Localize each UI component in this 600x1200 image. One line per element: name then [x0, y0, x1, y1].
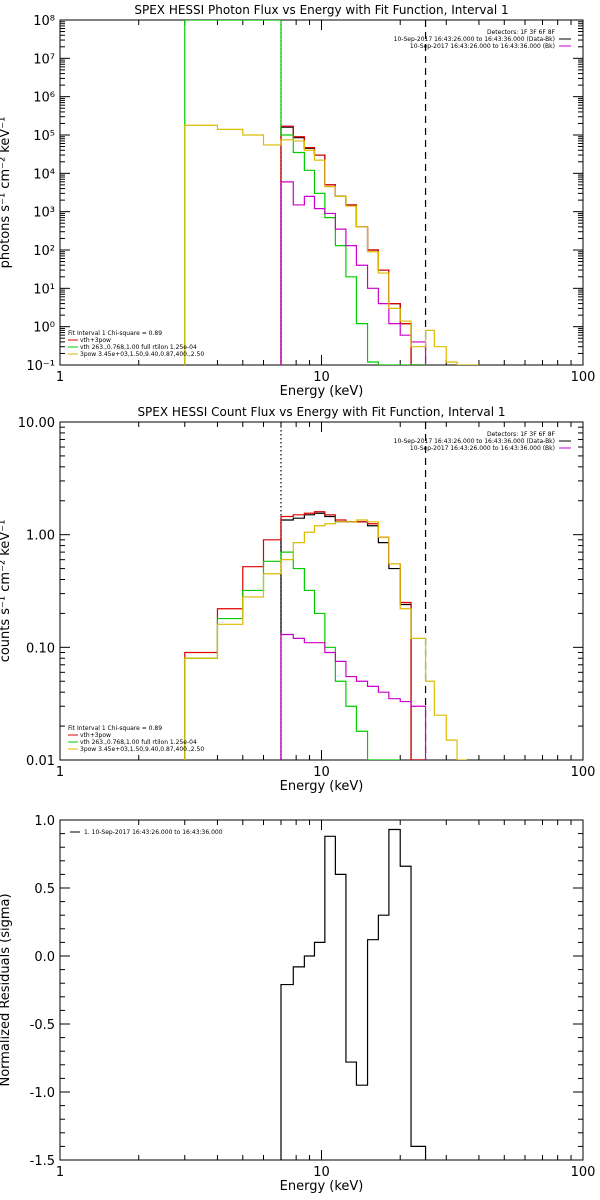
- chart-title: SPEX HESSI Count Flux vs Energy with Fit…: [137, 405, 505, 419]
- y-tick-label: 0.01: [26, 754, 55, 769]
- series-group: [280, 828, 427, 1160]
- y-tick-label: -1.5: [30, 1154, 55, 1169]
- y-tick-label: 1.00: [26, 529, 55, 544]
- series-line-4: [280, 633, 427, 760]
- x-tick-label: 10: [313, 765, 330, 780]
- legend-entry: vth 263.,0.768,1.00 full rtilon 1.25e-04: [80, 344, 197, 351]
- chart-panel-1: [59, 19, 584, 366]
- legend-entry: Fit Interval 1 Chi-square = 0.89: [68, 725, 162, 732]
- series-group: [184, 20, 479, 365]
- y-tick-label: 10²: [33, 244, 55, 259]
- y-tick-label: -0.5: [30, 1018, 55, 1033]
- y-tick-label: 0.5: [34, 882, 55, 897]
- series-line-1: [280, 512, 426, 760]
- plot-frame: [59, 421, 584, 761]
- y-tick-label: -1.0: [30, 1086, 55, 1101]
- y-tick-label: 10¹: [33, 282, 55, 297]
- legend-entry: vth+3pow: [80, 337, 111, 344]
- series-line-5: [184, 519, 467, 760]
- legend-entry: vth 263.,0.768,1.00 full rtilon 1.25e-04: [80, 739, 197, 746]
- y-tick-label: 0.0: [34, 950, 55, 965]
- x-tick-label: 100: [571, 370, 596, 385]
- legend-entry: 3pow 3.45e+03,1.50,9.40,0.87,400.,2.50: [80, 351, 204, 358]
- y-axis-label: photons s⁻¹ cm⁻² keV⁻¹: [0, 117, 13, 269]
- series-group: [184, 511, 467, 760]
- y-axis-label: Normalized Residuals (sigma): [0, 893, 13, 1086]
- x-axis-label: Energy (keV): [280, 384, 364, 399]
- y-tick-label: 10⁵: [33, 129, 55, 144]
- legend-entry: 10-Sep-2017 16:43:26.000 to 16:43:36.000…: [410, 43, 555, 50]
- series-line-5: [184, 124, 479, 365]
- x-axis-label: Energy (keV): [280, 779, 364, 794]
- y-tick-label: 10⁴: [33, 167, 55, 182]
- x-tick-label: 1: [56, 1165, 64, 1180]
- y-tick-label: 10.00: [18, 416, 55, 431]
- x-tick-label: 10: [313, 1165, 330, 1180]
- plot-frame: [59, 819, 584, 1161]
- y-tick-label: 10⁸: [33, 14, 55, 29]
- y-tick-label: 10³: [33, 206, 55, 221]
- legend-entry: 3pow 3.45e+03,1.50,9.40,0.87,400.,2.50: [80, 746, 204, 753]
- legend-entry: vth+3pow: [80, 732, 111, 739]
- x-tick-label: 100: [571, 1165, 596, 1180]
- legend-entry: Fit Interval 1 Chi-square = 0.89: [68, 330, 162, 337]
- x-tick-label: 1: [56, 370, 64, 385]
- y-tick-label: 10⁶: [33, 91, 55, 106]
- legend-entry: 10-Sep-2017 16:43:26.000 to 16:43:36.000…: [410, 445, 555, 452]
- legend-entry: 1. 10-Sep-2017 16:43:26.000 to 16:43:36.…: [84, 829, 223, 836]
- legend-entry: Detectors: 1F 3F 6F 8F: [487, 29, 556, 36]
- legend-entry: 10-Sep-2017 16:43:26.000 to 16:43:36.000…: [394, 438, 555, 445]
- y-tick-label: 10⁷: [33, 52, 55, 67]
- x-axis-label: Energy (keV): [280, 1179, 364, 1194]
- chart-panel-3: [59, 819, 584, 1161]
- chart-title: SPEX HESSI Photon Flux vs Energy with Fi…: [134, 3, 508, 17]
- y-tick-label: 0.10: [26, 641, 55, 656]
- plot-frame: [59, 19, 584, 366]
- series-line-1: [280, 828, 427, 1160]
- series-line-4: [280, 181, 427, 365]
- x-tick-label: 10: [313, 370, 330, 385]
- legend-entry: 10-Sep-2017 16:43:26.000 to 16:43:36.000…: [394, 36, 555, 43]
- x-tick-label: 1: [56, 765, 64, 780]
- y-axis-label: counts s⁻¹ cm⁻² keV⁻¹: [0, 520, 13, 663]
- y-tick-label: 10⁻¹: [26, 359, 55, 374]
- y-tick-label: 10⁰: [33, 321, 55, 336]
- chart-panel-2: [59, 421, 584, 761]
- y-tick-label: 1.0: [34, 814, 55, 829]
- legend-entry: Detectors: 1F 3F 6F 8F: [487, 431, 556, 438]
- x-tick-label: 100: [571, 765, 596, 780]
